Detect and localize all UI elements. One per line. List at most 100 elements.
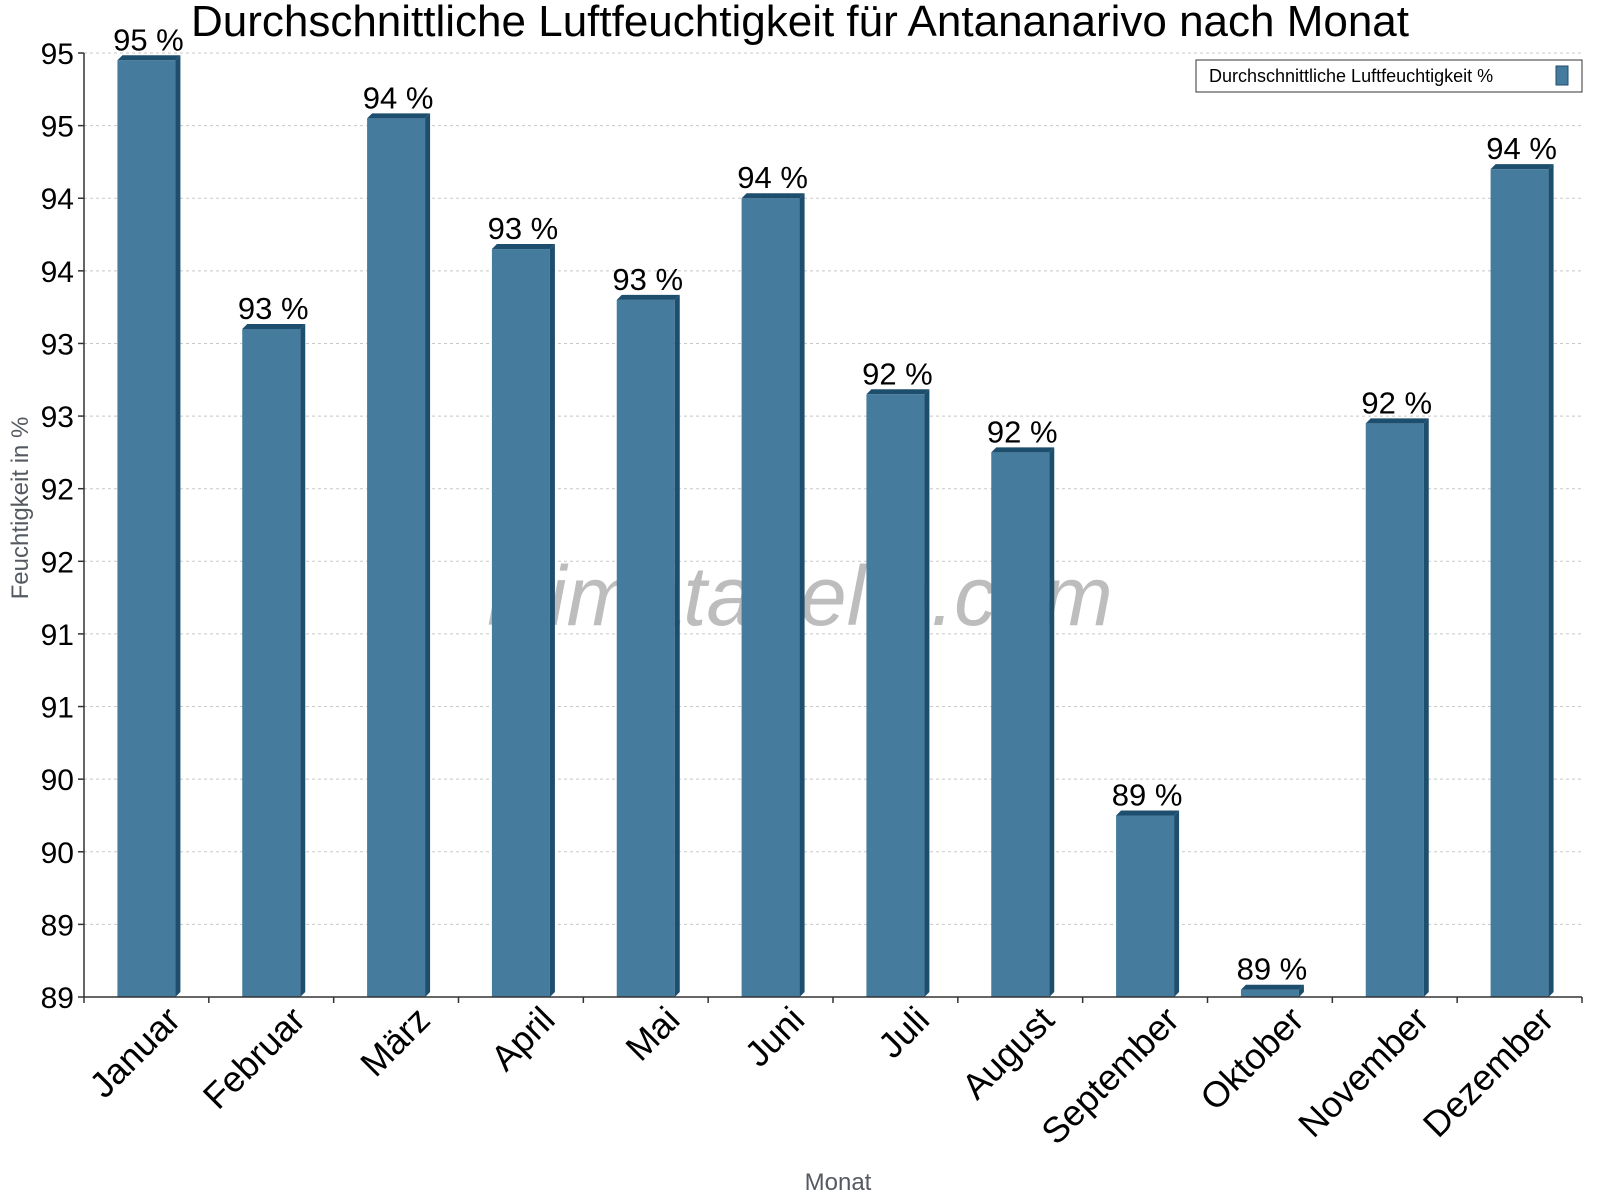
data-label: 89 %	[1237, 952, 1308, 987]
y-tick-label: 94	[41, 256, 74, 289]
x-tick-label: August	[954, 999, 1062, 1107]
bar-side	[1174, 810, 1180, 997]
data-label: 92 %	[987, 414, 1058, 449]
x-tick-label: Januar	[81, 999, 188, 1106]
bar-juni	[741, 193, 805, 997]
x-tick-label: April	[483, 999, 563, 1079]
y-tick-label: 95	[41, 38, 74, 71]
x-axis-title: Monat	[805, 1169, 872, 1196]
x-tick-label: Juli	[870, 999, 937, 1066]
legend-box	[1195, 59, 1583, 93]
y-tick-label: 90	[41, 764, 74, 797]
bar-dezember	[1490, 164, 1554, 997]
x-tick-label: Februar	[195, 999, 313, 1117]
y-tick-label: 93	[41, 328, 74, 361]
x-tick-label: März	[352, 999, 438, 1085]
bar-side	[924, 389, 930, 997]
data-label: 89 %	[1112, 777, 1183, 812]
bar-face	[242, 328, 301, 997]
x-tick-label: September	[1033, 999, 1187, 1153]
bar-top	[117, 55, 181, 61]
bar-side	[674, 294, 680, 997]
bar-side	[549, 244, 555, 998]
bar-side	[1049, 447, 1055, 997]
bar-mai	[616, 294, 680, 997]
x-tick-label: Mai	[617, 999, 687, 1069]
bar-face	[1490, 169, 1549, 997]
bar-november	[1365, 418, 1429, 997]
legend: Durchschnittliche Luftfeuchtigkeit %	[1195, 59, 1583, 93]
x-tick-label: Oktober	[1192, 999, 1312, 1119]
bar-januar	[117, 55, 181, 998]
bar-top	[1365, 418, 1429, 424]
y-tick-label: 93	[41, 401, 74, 434]
bar-face	[117, 60, 176, 998]
bar-märz	[367, 113, 431, 998]
bar-side	[300, 323, 306, 997]
bar-top	[1490, 164, 1554, 170]
data-labels: 95 % 93 % 94 % 93 % 93 % 94 % 92 % 92 % 89 % 89 %…	[113, 22, 1557, 986]
y-tick-labels: 89 89 90 90 91 91 92 92 93 93 94 94 95 95	[41, 38, 74, 1015]
bar-april	[491, 244, 555, 998]
bars	[117, 55, 1554, 998]
bar-top	[1240, 984, 1304, 990]
axes	[78, 52, 1583, 1003]
bar-side	[1298, 984, 1304, 997]
y-tick-label: 95	[41, 111, 74, 144]
x-tick-label: November	[1290, 999, 1436, 1145]
data-label: 93 %	[488, 211, 559, 246]
bar-top	[741, 193, 805, 199]
data-label: 95 %	[113, 22, 184, 57]
bar-top	[616, 294, 680, 300]
bar-top	[491, 244, 555, 250]
bar-top	[866, 389, 930, 395]
bar-side	[799, 193, 805, 997]
bar-oktober	[1240, 984, 1304, 997]
chart-title: Durchschnittliche Luftfeuchtigkeit für A…	[191, 0, 1409, 46]
bar-september	[1116, 810, 1180, 997]
x-tick-label: Dezember	[1415, 999, 1561, 1145]
bar-side	[1548, 164, 1554, 997]
bar-side	[175, 55, 181, 998]
x-tick-labels: Januar Februar März April Mai Juni Juli AugustS…	[81, 999, 1561, 1153]
data-label: 94 %	[1486, 131, 1557, 166]
bar-face	[741, 198, 800, 997]
bar-top	[242, 323, 306, 329]
bar-face	[991, 452, 1050, 997]
y-axis-title: Feuchtigkeit in %	[7, 417, 34, 600]
legend-label: Durchschnittliche Luftfeuchtigkeit %	[1209, 66, 1493, 86]
bar-juli	[866, 389, 930, 997]
y-tick-label: 89	[41, 982, 74, 1015]
bar-side	[1423, 418, 1429, 997]
bar-face	[1240, 989, 1299, 997]
bar-face	[491, 249, 550, 998]
bar-face	[367, 118, 426, 998]
x-tick-label: Juni	[737, 999, 813, 1075]
bar-top	[367, 113, 431, 119]
y-tick-label: 89	[41, 909, 74, 942]
bar-face	[866, 394, 925, 997]
bar-face	[616, 299, 675, 997]
bar-top	[991, 447, 1055, 453]
data-label: 94 %	[737, 160, 808, 195]
bar-august	[991, 447, 1055, 997]
y-tick-label: 91	[41, 692, 74, 725]
data-label: 92 %	[1361, 385, 1432, 420]
y-tick-label: 91	[41, 619, 74, 652]
y-tick-label: 90	[41, 837, 74, 870]
bar-face	[1365, 423, 1424, 997]
data-label: 94 %	[363, 80, 434, 115]
data-label: 93 %	[612, 262, 683, 297]
bar-side	[425, 113, 431, 998]
bar-face	[1116, 815, 1175, 997]
legend-swatch	[1555, 65, 1569, 86]
y-tick-label: 92	[41, 474, 74, 507]
y-tick-label: 94	[41, 183, 74, 216]
bar-top	[1116, 810, 1180, 816]
data-label: 92 %	[862, 356, 933, 391]
grid-lines	[84, 52, 1582, 925]
data-label: 93 %	[238, 291, 309, 326]
bar-februar	[242, 323, 306, 997]
y-tick-label: 92	[41, 546, 74, 579]
